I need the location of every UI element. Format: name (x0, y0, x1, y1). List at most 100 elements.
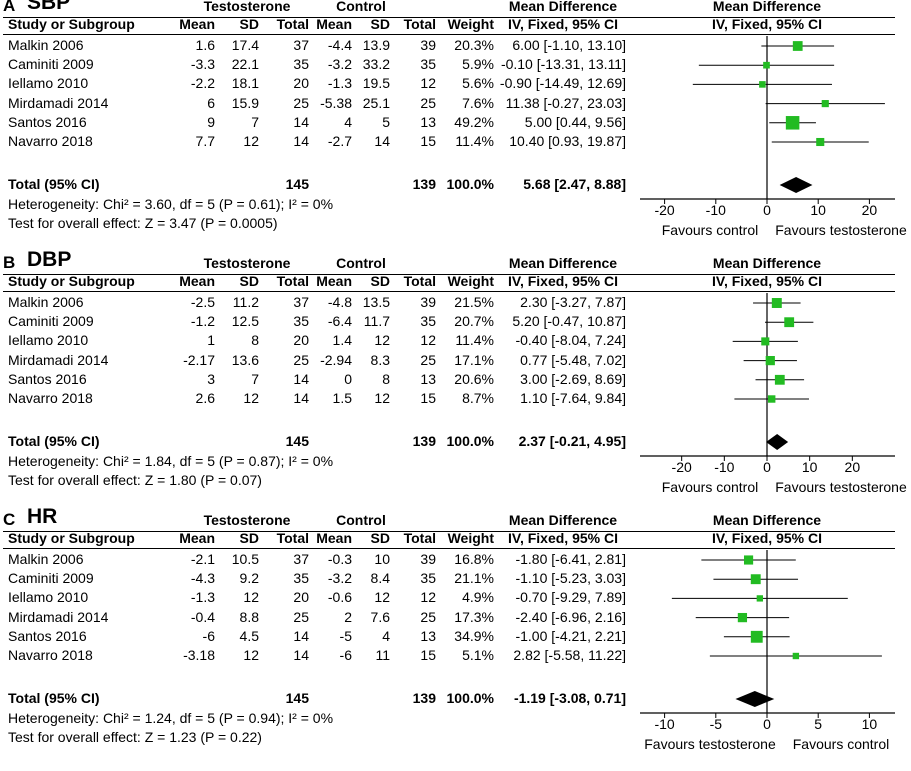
weight-header: Weight (447, 16, 494, 32)
g1-total: 37 (293, 551, 309, 567)
favours-right-label: Favours control (792, 736, 890, 752)
header-rule-top (3, 17, 895, 18)
study-ci: 2.30 [-3.27, 7.87] (520, 294, 626, 310)
g2-total: 25 (420, 351, 436, 368)
header-rule-top (3, 531, 895, 532)
x-tick-label: -5 (709, 716, 723, 732)
g2-mean: 4 (344, 113, 352, 130)
effect-marker (737, 612, 748, 623)
x-tick-label: -10 (714, 459, 735, 475)
g2-sd: 4 (382, 627, 390, 644)
favours-left-label: Favours control (661, 222, 759, 238)
total-weight: 100.0% (446, 176, 494, 192)
g2-sd: 10 (374, 551, 390, 567)
effect-marker (821, 100, 829, 108)
g1-total: 25 (293, 94, 309, 111)
g1-sd: 8.8 (239, 608, 259, 625)
g1-sd-header: SD (239, 530, 259, 546)
g1-sd-header: SD (239, 16, 259, 32)
g1-sd: 9.2 (239, 570, 259, 587)
g2-sd-header: SD (370, 530, 390, 546)
heterogeneity-text: Heterogeneity: Chi² = 1.24, df = 5 (P = … (8, 710, 334, 726)
x-tick-label: 10 (801, 459, 818, 475)
g1-mean: -1.2 (190, 313, 215, 330)
g1-mean: 7.7 (195, 133, 215, 149)
g2-sd: 25.1 (362, 94, 390, 111)
g2-mean: -1.3 (327, 75, 352, 92)
forest-panel-a: A SBP Testosterone Control Mean Difference Me… (0, 0, 911, 257)
g2-total: 25 (420, 608, 436, 625)
g1-mean: 3 (207, 370, 215, 387)
effect-marker (765, 355, 775, 366)
panel-title: HR (27, 505, 58, 528)
g1-total: 14 (293, 370, 309, 387)
study-name: Malkin 2006 (8, 294, 84, 310)
plot-method-header: IV, Fixed, 95% CI (712, 273, 822, 289)
g2-total: 13 (420, 370, 436, 387)
x-tick-label: 10 (810, 202, 826, 218)
g2-mean: -4.4 (327, 37, 352, 53)
effect-header: Mean Difference (508, 512, 618, 528)
g2-mean: -4.8 (327, 294, 352, 310)
g1-mean: -3.18 (183, 647, 215, 663)
header-rule-bottom (3, 291, 895, 292)
plot-effect-header: Mean Difference (712, 0, 822, 14)
g2-total: 39 (420, 551, 436, 567)
header-rule-bottom (3, 548, 895, 549)
g2-mean: -0.6 (327, 589, 352, 606)
effect-marker (785, 116, 800, 130)
g2-total: 12 (420, 332, 436, 349)
group2-header: Control (336, 255, 386, 271)
g2-sd: 11.7 (363, 313, 390, 330)
g1-mean: -2.5 (190, 294, 215, 310)
g1-total-header: Total (276, 530, 309, 546)
effect-marker (750, 574, 761, 585)
study-ci: 11.38 [-0.27, 23.03] (505, 94, 626, 111)
study-weight: 11.4% (455, 133, 494, 149)
study-ci: -1.80 [-6.41, 2.81] (515, 551, 626, 567)
g1-mean: 1.6 (195, 37, 215, 53)
study-name: Mirdamadi 2014 (8, 94, 109, 111)
g1-sd: 12 (243, 390, 259, 406)
g1-sd: 12.5 (231, 313, 259, 330)
g2-mean: -3.2 (327, 570, 352, 587)
g2-total: 15 (420, 390, 436, 406)
g2-sd: 11 (375, 647, 390, 663)
g1-mean-header: Mean (179, 530, 215, 546)
g2-sd: 13.9 (362, 37, 390, 53)
g1-total-header: Total (276, 16, 309, 32)
method-header: IV, Fixed, 95% CI (508, 273, 618, 289)
study-weight: 21.1% (454, 570, 494, 587)
g1-sd: 7 (251, 113, 259, 130)
g1-total: 14 (293, 647, 309, 663)
study-name: Malkin 2006 (8, 551, 84, 567)
effect-header: Mean Difference (508, 0, 618, 14)
effect-marker (761, 337, 770, 346)
panel-letter: C (3, 510, 16, 529)
x-tick-label: 10 (861, 716, 878, 732)
plot-method-header: IV, Fixed, 95% CI (712, 530, 822, 546)
forest-panel-c: C HR Testosterone Control Mean Difference Mea… (0, 506, 911, 771)
g1-mean-header: Mean (179, 273, 215, 289)
g2-total: 25 (420, 94, 436, 111)
study-name: Caminiti 2009 (8, 56, 94, 73)
g1-mean-header: Mean (179, 16, 215, 32)
g1-sd: 4.5 (239, 627, 259, 644)
overall-effect-text: Test for overall effect: Z = 1.80 (P = 0… (8, 472, 262, 488)
total-g2: 139 (412, 690, 436, 706)
g1-sd: 12 (243, 133, 259, 149)
g2-sd: 12 (374, 589, 390, 606)
g2-sd: 14 (374, 133, 390, 149)
total-ci: -1.19 [-3.08, 0.71] (513, 690, 626, 706)
g2-total-header: Total (403, 530, 436, 546)
total-weight: 100.0% (446, 433, 494, 449)
study-col-header: Study or Subgroup (8, 16, 135, 32)
g2-sd: 13.5 (362, 294, 390, 310)
g1-mean: -4.3 (190, 570, 215, 587)
g2-total: 15 (420, 647, 436, 663)
effect-marker (792, 652, 800, 660)
total-ci: 2.37 [-0.21, 4.95] (518, 433, 626, 449)
effect-marker (771, 298, 782, 308)
g2-mean: -2.7 (327, 133, 352, 149)
study-name: Caminiti 2009 (8, 570, 94, 587)
